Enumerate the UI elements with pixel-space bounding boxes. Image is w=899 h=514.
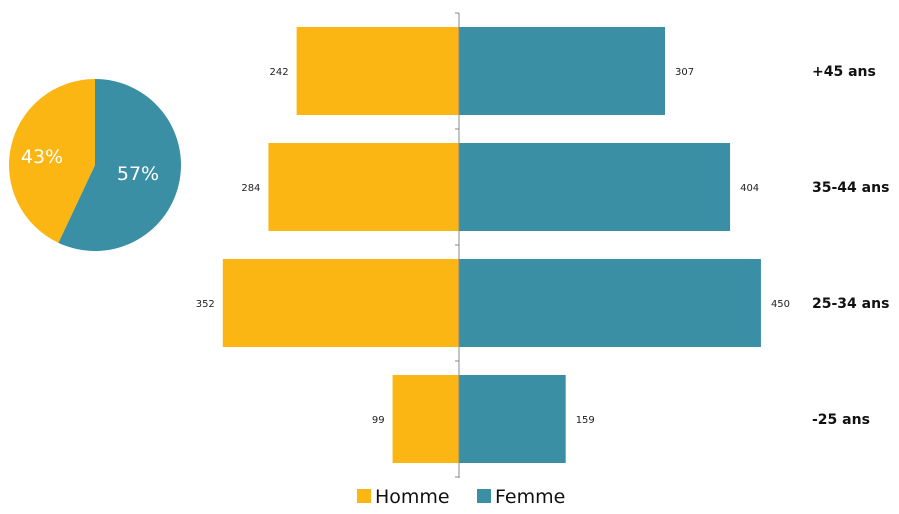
category-label-45-ans: +45 ans [812, 64, 876, 80]
bar-femme-45-ans [459, 27, 665, 115]
bar-homme-35-44-ans [268, 143, 459, 231]
legend-label-femme: Femme [495, 486, 565, 508]
legend-swatch-homme [357, 489, 371, 503]
bar-femme-25-34-ans [459, 259, 761, 347]
pie-slice-femme [58, 79, 181, 251]
value-label-femme-25-34-ans: 450 [771, 299, 790, 310]
value-label-homme-35-44-ans: 284 [241, 183, 260, 194]
category-label-25-ans: -25 ans [812, 412, 870, 428]
bar-femme-25-ans [459, 375, 566, 463]
category-label-35-44-ans: 35-44 ans [812, 180, 889, 196]
value-label-homme-25-ans: 99 [372, 415, 385, 426]
value-label-femme-25-ans: 159 [576, 415, 595, 426]
pie-label-femme: 57% [117, 163, 159, 185]
pie-label-homme: 43% [21, 146, 63, 168]
bar-femme-35-44-ans [459, 143, 731, 231]
value-label-homme-25-34-ans: 352 [196, 299, 215, 310]
value-label-homme-45-ans: 242 [270, 67, 289, 78]
bar-homme-45-ans [296, 27, 459, 115]
category-label-25-34-ans: 25-34 ans [812, 296, 889, 312]
legend-label-homme: Homme [375, 486, 450, 508]
bar-homme-25-ans [392, 375, 459, 463]
value-label-femme-45-ans: 307 [675, 67, 694, 78]
pie-chart: 43% 57% [9, 79, 181, 251]
pie-slice-homme [9, 79, 96, 243]
legend: Homme Femme [357, 486, 565, 508]
value-label-femme-35-44-ans: 404 [740, 183, 759, 194]
legend-swatch-femme [477, 489, 491, 503]
bar-homme-25-34-ans [222, 259, 459, 347]
pyramid-bar-chart: 242 307 +45 ans 284 404 35-44 ans 352 450 25-34 … [196, 12, 889, 478]
